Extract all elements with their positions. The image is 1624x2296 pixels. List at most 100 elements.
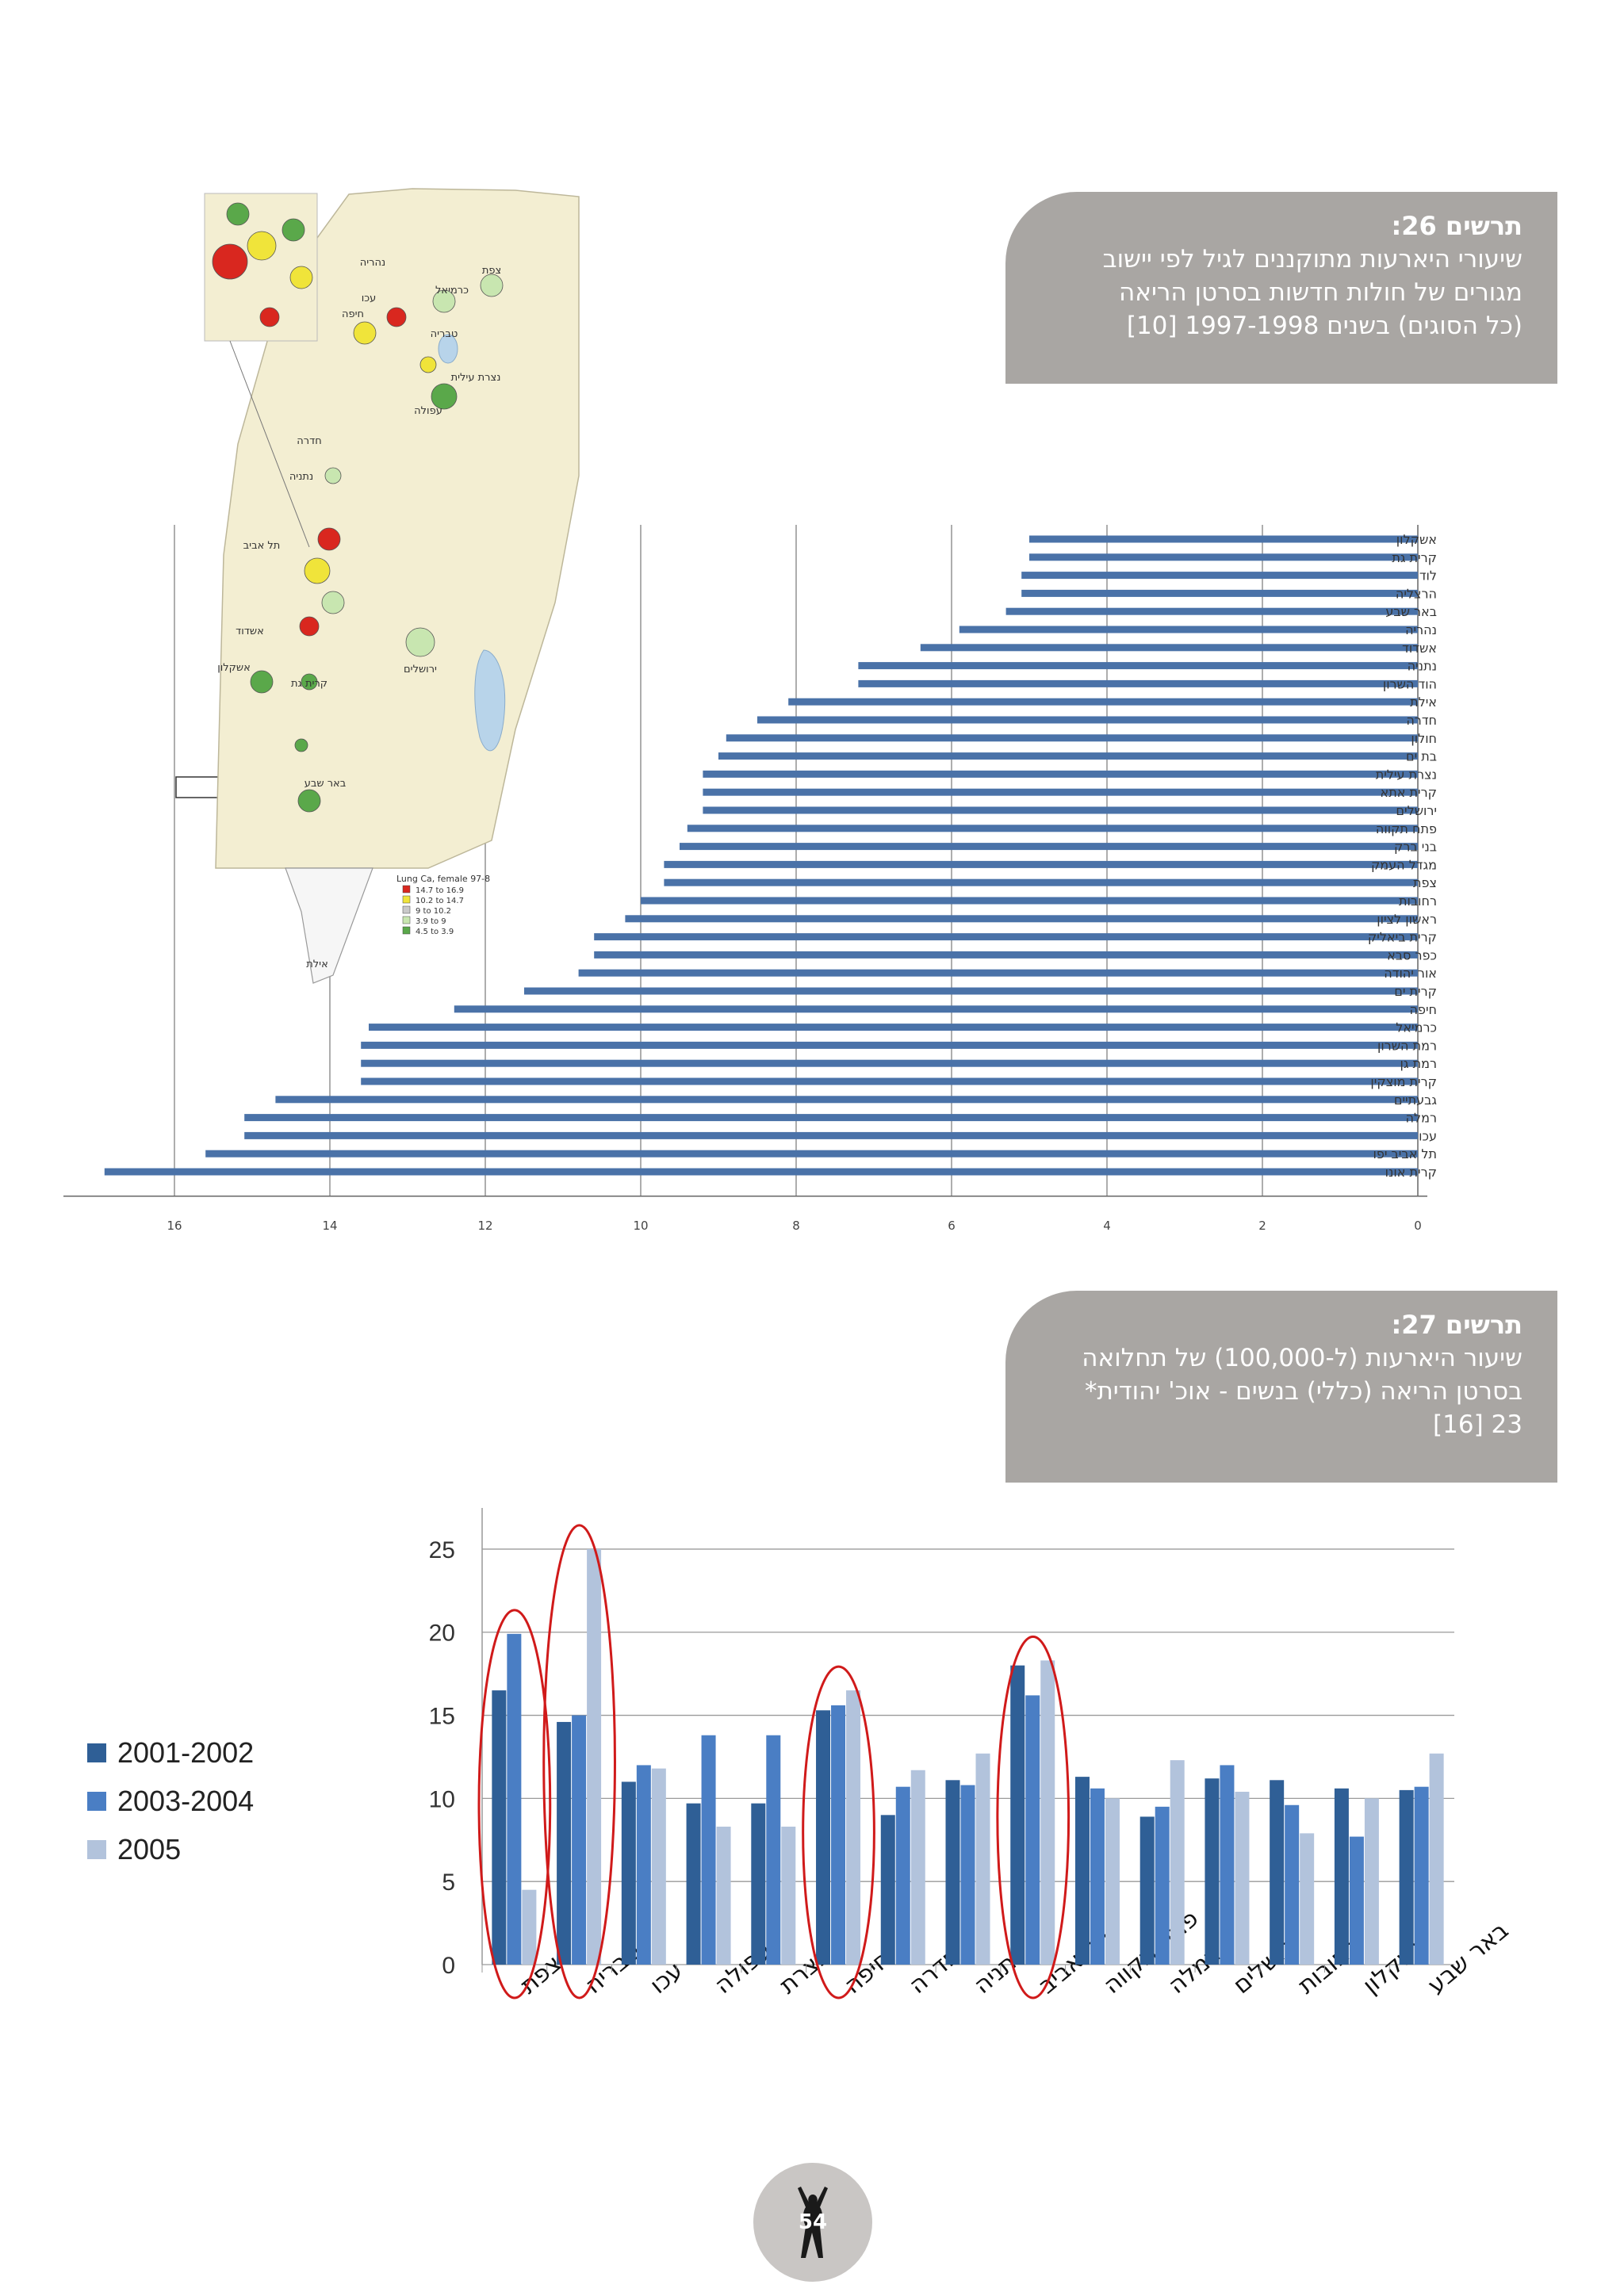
map-legend-label: 9 to 10.2 [416,907,451,916]
map-region [431,383,458,410]
map-legend-swatch [402,926,411,935]
highlight-ellipse [477,1609,552,1999]
city-label: אשקלון [217,662,251,674]
category-label: ירושלים [1396,803,1437,818]
bar [1414,1786,1429,1965]
x-tick-label: 16 [167,1219,182,1233]
city-label: נתניה [289,471,313,483]
map-region [304,557,331,584]
map-legend-label: 14.7 to 16.9 [416,886,464,895]
bar [1334,1788,1349,1965]
bar [686,1803,701,1965]
map-legend-swatch [402,905,411,914]
highlight-ellipse [542,1524,616,1999]
map-region [212,243,248,280]
bar [1005,607,1418,615]
map-region [324,467,342,484]
category-label: קרית ים [1394,984,1437,999]
bar [920,644,1418,652]
bar [726,734,1418,742]
category-label: ראשון לציון [1377,912,1437,927]
map-region [299,616,320,637]
bar [945,1780,960,1965]
x-tick-label: 12 [477,1219,492,1233]
x-tick-label: 0 [1414,1219,1422,1233]
figure-26-caption: תרשים 26: שיעורי היארעות מתוקננים לגיל ל… [1005,192,1557,384]
bar [1170,1760,1185,1965]
city-label: ירושלים [404,664,437,675]
category-label: נצרת עילית [1376,767,1437,782]
city-label: אשדוד [236,626,264,637]
category-label: עכו [1419,1128,1437,1143]
map-region [386,307,407,327]
map-callout-box [175,776,224,798]
bar [716,1827,731,1965]
city-label: באר שבע [304,778,347,790]
bar [895,1786,910,1965]
bar [557,1721,572,1965]
map-region [480,274,504,297]
figure-26-line: שיעורי היארעות מתוקננים לגיל לפי יישוב [1102,245,1522,274]
bar [701,1735,716,1965]
bar [522,1889,537,1965]
legend-label: 2003-2004 [117,1784,255,1817]
bar [524,987,1418,995]
chart-legend: 2001-2002 2003-2004 2005 [87,1728,254,1873]
legend-swatch [87,1791,106,1811]
map-region [282,218,305,242]
category-label: הרצליה [1396,586,1437,601]
bar [788,698,1418,706]
category-label: בת ים [1406,749,1437,764]
category-label: קרית ביאליק [1368,930,1437,945]
y-tick-label: 20 [429,1621,455,1647]
x-tick-label: 4 [1103,1219,1111,1233]
bar [572,1715,587,1965]
category-label: חיפה [1410,1002,1437,1017]
figure-26-line: מגורים של חולות חדשות בסרטן הריאה [1119,278,1522,307]
city-label: נהריה [360,257,385,269]
bar [1074,1777,1090,1965]
category-label: לוד [1419,568,1437,584]
bar [1021,589,1418,597]
x-tick-label: 2 [1258,1219,1266,1233]
map-legend-swatch [402,885,411,894]
bar [361,1077,1419,1085]
bar [757,716,1418,724]
legend-item: 2001-2002 [87,1728,254,1777]
map-region [419,356,437,373]
x-tick-label: 14 [322,1219,337,1233]
page-number-badge: 54 [753,2163,872,2282]
city-label: טבריה [431,328,458,340]
figure-27-title: תרשים 27: [1391,1310,1522,1340]
y-tick-label: 5 [442,1869,455,1896]
horizontal-bar-chart: 16 14 12 10 8 6 4 2 0 אשקלון קרית גת לוד הרצליה באר ש… [63,525,1437,1233]
bar [1105,1798,1120,1965]
bar [1349,1836,1364,1965]
bar [361,1041,1419,1049]
bar [1285,1804,1300,1965]
bar [910,1770,925,1965]
bar [1090,1788,1105,1965]
legend-label: 2001-2002 [117,1735,255,1769]
x-tick-label: 10 [633,1219,648,1233]
category-label: אשדוד [1402,641,1437,656]
category-label: רמלה [1406,1111,1437,1126]
map-legend-swatch [402,916,411,924]
y-tick-label: 25 [429,1537,455,1563]
dancer-icon [798,2187,828,2258]
city-label: חיפה [342,308,364,320]
bar [703,806,1418,814]
category-label: פתח תקווה [1376,821,1437,836]
map-region [250,670,274,694]
bar [816,1710,831,1965]
category-label: מגדל העמק [1371,857,1437,872]
map-legend-label: 10.2 to 14.7 [416,897,464,905]
bar [621,1781,636,1965]
category-label: כרמיאל [1396,1020,1437,1035]
bar [751,1803,766,1965]
bar [104,1168,1418,1176]
figure-27-line: שיעור היארעות (ל-100,000) של תחלואה [1082,1344,1522,1372]
sea-of-galilee [438,334,458,364]
map-region [294,738,308,752]
bar [680,843,1418,851]
